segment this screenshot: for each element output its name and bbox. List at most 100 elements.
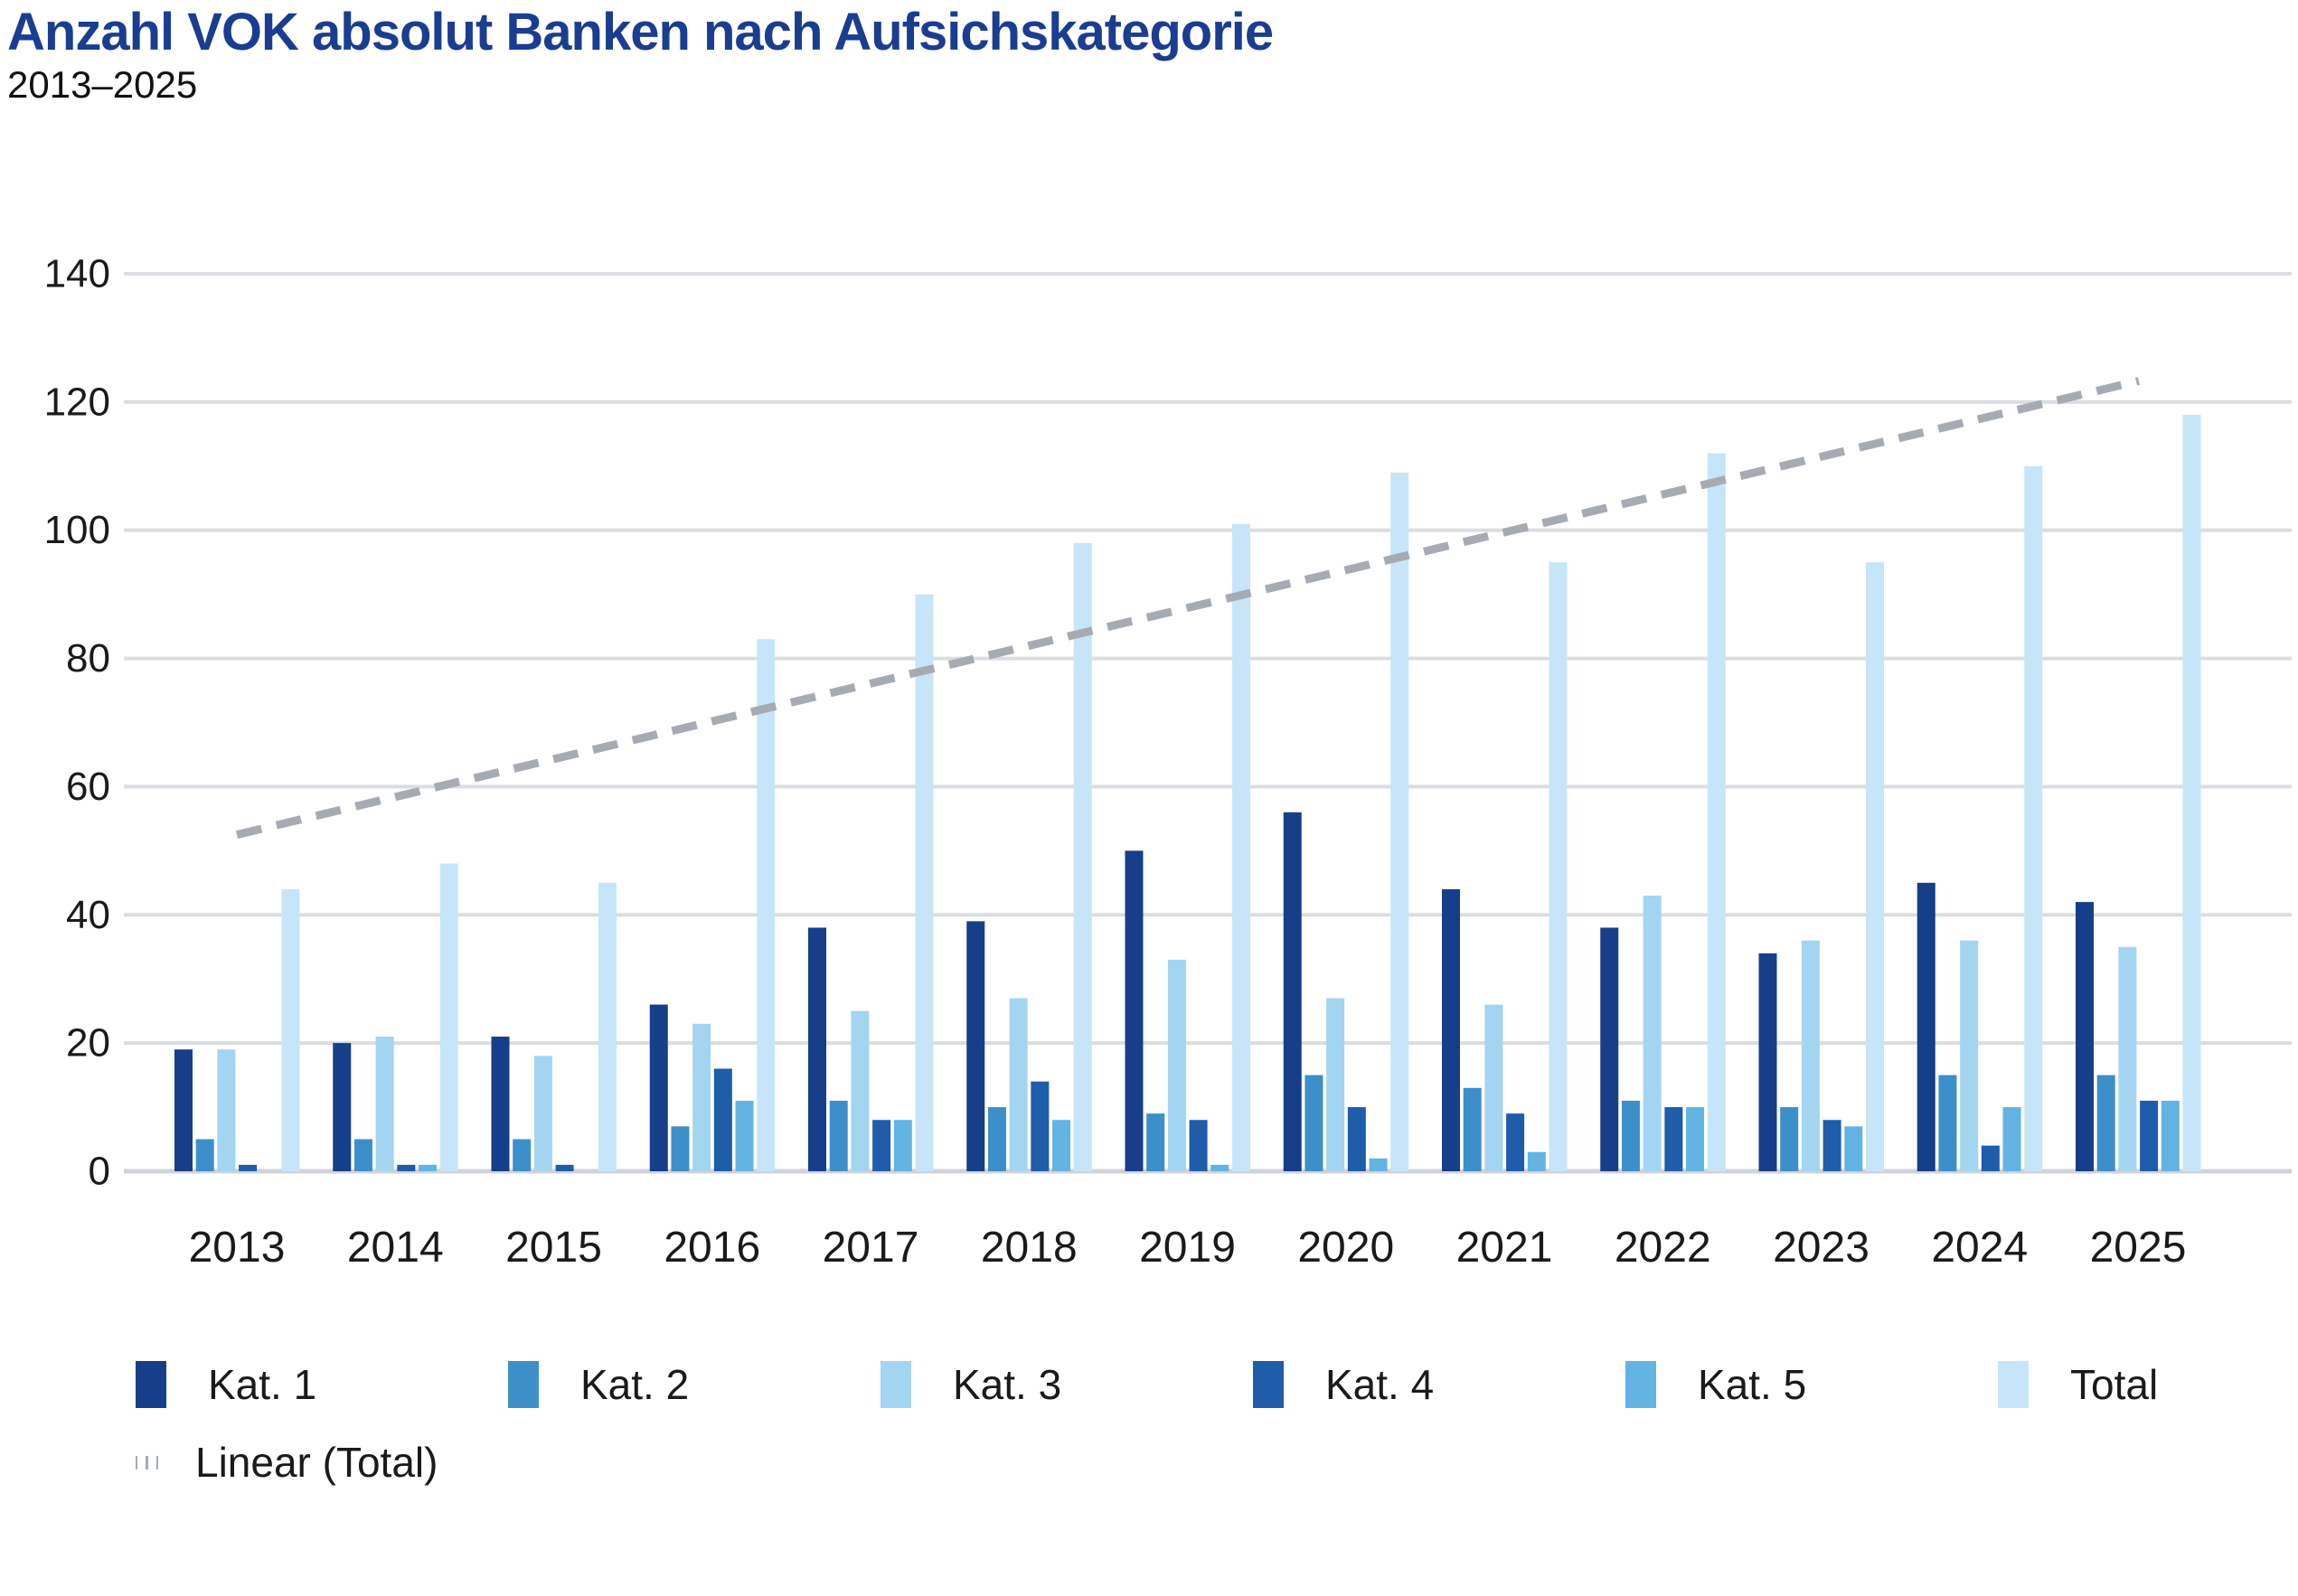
legend-swatch-icon	[1625, 1361, 1656, 1408]
legend-item-kat-4: Kat. 4	[1253, 1360, 1625, 1409]
bar-total-2024	[2024, 465, 2043, 1171]
bar-kat-2-2022	[1621, 1100, 1640, 1171]
dashed-line-swatch-icon	[136, 1455, 166, 1469]
bar-kat-5-2014	[419, 1164, 438, 1171]
bar-kat-1-2016	[649, 1004, 668, 1171]
bar-kat-3-2023	[1801, 940, 1820, 1171]
y-tick-label-140: 140	[44, 252, 110, 296]
x-tick-label-2020: 2020	[1297, 1224, 1394, 1272]
x-tick-label-2022: 2022	[1615, 1224, 1711, 1272]
y-tick-label-60: 60	[66, 765, 110, 809]
bar-total-2013	[281, 888, 300, 1171]
bar-kat-3-2017	[851, 1010, 870, 1171]
bar-kat-5-2019	[1210, 1164, 1229, 1171]
bar-kat-4-2024	[1981, 1145, 2000, 1171]
bar-kat-1-2025	[2076, 902, 2094, 1171]
y-tick-label-0: 0	[89, 1150, 110, 1194]
legend-label: Kat. 2	[580, 1361, 690, 1408]
x-tick-label-2014: 2014	[347, 1224, 444, 1272]
bar-total-2022	[1707, 453, 1726, 1172]
chart-legend: Kat. 1 Kat. 2 Kat. 3 Kat. 4 Kat. 5 Total Line…	[136, 1360, 2242, 1487]
bar-kat-4-2025	[2140, 1100, 2159, 1171]
bar-kat-5-2024	[2002, 1107, 2021, 1171]
bar-kat-5-2023	[1844, 1126, 1863, 1171]
x-tick-label-2019: 2019	[1139, 1224, 1236, 1272]
bar-kat-3-2013	[217, 1049, 236, 1171]
bar-kat-3-2016	[692, 1023, 711, 1171]
bar-kat-1-2013	[174, 1049, 193, 1171]
bar-chart: 0 20 40 60 80 100 120 140 2013 2014 2015 2016 2017 20…	[44, 252, 2292, 1272]
bar-kat-4-2023	[1822, 1120, 1841, 1171]
bar-kat-4-2018	[1031, 1081, 1050, 1171]
bar-total-2023	[1866, 562, 1884, 1171]
bar-kat-3-2014	[375, 1037, 394, 1171]
bar-total-2014	[439, 863, 458, 1171]
legend-label: Kat. 3	[953, 1361, 1062, 1408]
bar-kat-4-2015	[555, 1164, 574, 1171]
bar-kat-3-2018	[1009, 998, 1028, 1171]
legend-label: Kat. 1	[208, 1361, 317, 1408]
legend-item-kat-3: Kat. 3	[881, 1360, 1253, 1409]
bar-kat-5-2020	[1369, 1158, 1388, 1171]
y-tick-label-80: 80	[66, 636, 110, 681]
x-tick-label-2016: 2016	[664, 1224, 760, 1272]
bar-kat-3-2021	[1484, 1004, 1503, 1171]
bar-kat-2-2024	[1938, 1075, 1957, 1171]
bar-kat-3-2022	[1643, 896, 1662, 1171]
legend-item-linear-total: Linear (Total)	[136, 1438, 2242, 1487]
legend-label: Kat. 5	[1698, 1361, 1807, 1408]
legend-swatch-icon	[136, 1361, 166, 1408]
legend-swatch-icon	[508, 1361, 539, 1408]
bar-kat-5-2018	[1052, 1120, 1071, 1171]
bar-kat-2-2023	[1780, 1107, 1799, 1171]
legend-label: Linear (Total)	[195, 1439, 438, 1486]
bar-kat-4-2021	[1506, 1113, 1525, 1171]
bar-kat-4-2020	[1347, 1107, 1366, 1171]
legend-label: Kat. 4	[1325, 1361, 1435, 1408]
bar-kat-2-2020	[1304, 1075, 1323, 1171]
trendline-linear-total	[235, 377, 2141, 840]
x-tick-label-2017: 2017	[823, 1224, 919, 1272]
bar-total-2018	[1073, 542, 1092, 1171]
bar-kat-2-2013	[195, 1139, 214, 1171]
bar-kat-4-2013	[239, 1164, 258, 1171]
bar-total-2016	[757, 639, 776, 1171]
legend-swatch-icon	[881, 1361, 911, 1408]
bar-total-2019	[1232, 523, 1250, 1171]
bar-kat-1-2017	[808, 927, 826, 1171]
bar-total-2021	[1549, 562, 1568, 1171]
bar-kat-3-2019	[1167, 959, 1186, 1171]
y-tick-label-40: 40	[66, 893, 110, 937]
bar-kat-2-2021	[1463, 1087, 1482, 1171]
bar-kat-1-2018	[966, 921, 985, 1171]
legend-item-total: Total	[1998, 1360, 2298, 1409]
y-tick-label-120: 120	[44, 380, 110, 424]
bar-kat-2-2025	[2096, 1075, 2115, 1171]
x-tick-label-2015: 2015	[505, 1224, 602, 1272]
legend-swatch-icon	[1998, 1361, 2029, 1408]
bar-kat-1-2021	[1442, 888, 1460, 1171]
bar-total-2017	[915, 594, 934, 1171]
bar-kat-3-2025	[2118, 946, 2137, 1171]
bar-total-2015	[598, 882, 617, 1171]
bar-kat-1-2015	[491, 1037, 510, 1171]
x-tick-label-2018: 2018	[981, 1224, 1078, 1272]
legend-item-kat-1: Kat. 1	[136, 1360, 508, 1409]
bar-kat-2-2019	[1146, 1113, 1165, 1171]
bar-kat-4-2019	[1189, 1120, 1208, 1171]
bar-kat-2-2017	[829, 1100, 848, 1171]
x-tick-label-2013: 2013	[189, 1224, 286, 1272]
x-tick-label-2023: 2023	[1773, 1224, 1869, 1272]
bar-kat-5-2017	[893, 1120, 912, 1171]
bar-total-2025	[2182, 415, 2201, 1171]
bar-kat-1-2014	[333, 1043, 352, 1171]
bar-kat-1-2023	[1758, 953, 1777, 1171]
legend-item-kat-2: Kat. 2	[508, 1360, 881, 1409]
bar-kat-2-2014	[353, 1139, 372, 1171]
bar-kat-4-2022	[1664, 1107, 1683, 1171]
bar-kat-5-2021	[1527, 1151, 1546, 1171]
bar-kat-1-2022	[1600, 927, 1619, 1171]
bar-kat-5-2022	[1686, 1107, 1705, 1171]
legend-swatch-icon	[1253, 1361, 1284, 1408]
